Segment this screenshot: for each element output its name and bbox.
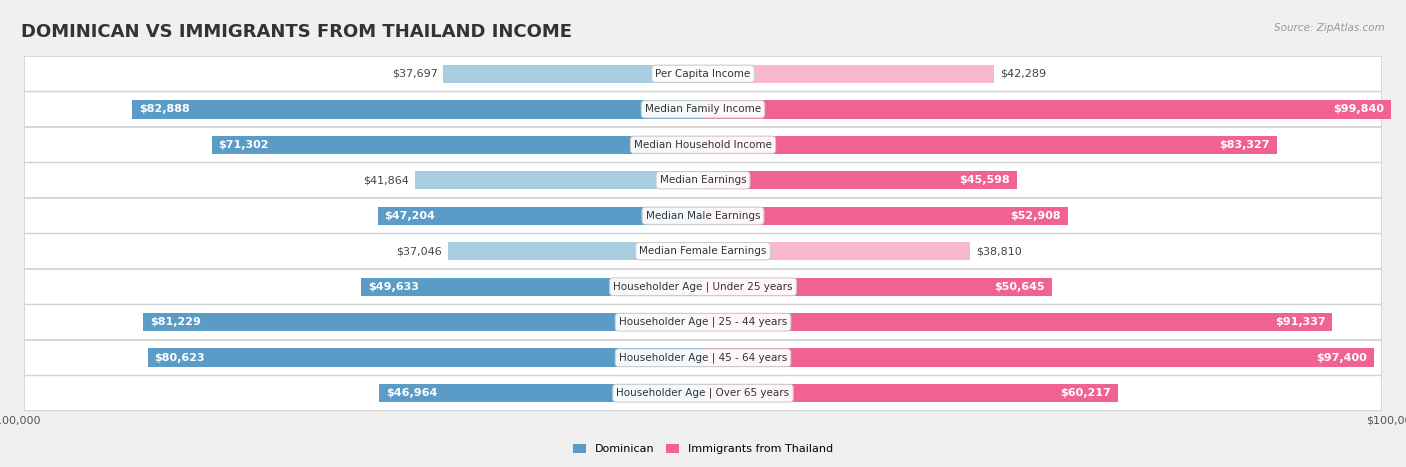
Text: $47,204: $47,204 — [385, 211, 436, 221]
Text: Median Female Earnings: Median Female Earnings — [640, 246, 766, 256]
Text: $71,302: $71,302 — [219, 140, 269, 150]
Bar — [703, 277, 1052, 296]
Text: $80,623: $80,623 — [155, 353, 205, 363]
Text: Householder Age | Over 65 years: Householder Age | Over 65 years — [616, 388, 790, 398]
Bar — [380, 384, 703, 403]
Text: Householder Age | 45 - 64 years: Householder Age | 45 - 64 years — [619, 353, 787, 363]
FancyBboxPatch shape — [24, 305, 1382, 340]
Text: Householder Age | 25 - 44 years: Householder Age | 25 - 44 years — [619, 317, 787, 327]
FancyBboxPatch shape — [24, 57, 1382, 91]
FancyBboxPatch shape — [24, 269, 1382, 304]
Text: $60,217: $60,217 — [1060, 388, 1111, 398]
Bar — [703, 348, 1374, 367]
Text: $42,289: $42,289 — [1000, 69, 1046, 79]
Bar — [703, 135, 1277, 154]
Text: $37,046: $37,046 — [396, 246, 443, 256]
Bar — [443, 64, 703, 83]
Text: Householder Age | Under 25 years: Householder Age | Under 25 years — [613, 282, 793, 292]
FancyBboxPatch shape — [24, 376, 1382, 411]
Bar — [703, 64, 994, 83]
Text: $38,810: $38,810 — [976, 246, 1022, 256]
Text: DOMINICAN VS IMMIGRANTS FROM THAILAND INCOME: DOMINICAN VS IMMIGRANTS FROM THAILAND IN… — [21, 23, 572, 42]
Text: Median Male Earnings: Median Male Earnings — [645, 211, 761, 221]
Bar — [703, 171, 1017, 190]
Text: $45,598: $45,598 — [959, 175, 1011, 185]
Bar — [361, 277, 703, 296]
FancyBboxPatch shape — [24, 376, 1382, 410]
FancyBboxPatch shape — [24, 270, 1382, 305]
FancyBboxPatch shape — [24, 92, 1382, 127]
Bar — [703, 206, 1067, 225]
Bar — [447, 242, 703, 261]
Bar — [148, 348, 703, 367]
Text: $49,633: $49,633 — [368, 282, 419, 292]
Bar — [703, 384, 1118, 403]
Text: Per Capita Income: Per Capita Income — [655, 69, 751, 79]
FancyBboxPatch shape — [24, 163, 1382, 198]
Text: $82,888: $82,888 — [139, 104, 190, 114]
FancyBboxPatch shape — [24, 127, 1382, 162]
Text: $37,697: $37,697 — [392, 69, 437, 79]
Legend: Dominican, Immigrants from Thailand: Dominican, Immigrants from Thailand — [568, 439, 838, 459]
Text: Median Family Income: Median Family Income — [645, 104, 761, 114]
Bar — [212, 135, 703, 154]
FancyBboxPatch shape — [24, 234, 1382, 269]
FancyBboxPatch shape — [24, 198, 1382, 233]
Text: Median Earnings: Median Earnings — [659, 175, 747, 185]
FancyBboxPatch shape — [24, 57, 1382, 92]
Bar — [703, 100, 1391, 119]
Text: $41,864: $41,864 — [363, 175, 409, 185]
Text: Median Household Income: Median Household Income — [634, 140, 772, 150]
Bar — [703, 313, 1333, 332]
Bar — [143, 313, 703, 332]
Bar — [132, 100, 703, 119]
FancyBboxPatch shape — [24, 340, 1382, 375]
FancyBboxPatch shape — [24, 305, 1382, 340]
Bar — [415, 171, 703, 190]
Bar — [703, 242, 970, 261]
Text: $97,400: $97,400 — [1316, 353, 1367, 363]
FancyBboxPatch shape — [24, 163, 1382, 198]
Text: $83,327: $83,327 — [1219, 140, 1270, 150]
Text: $81,229: $81,229 — [150, 317, 201, 327]
Bar — [378, 206, 703, 225]
Text: $50,645: $50,645 — [994, 282, 1045, 292]
FancyBboxPatch shape — [24, 234, 1382, 269]
Text: $52,908: $52,908 — [1010, 211, 1060, 221]
Text: $91,337: $91,337 — [1275, 317, 1326, 327]
Text: $46,964: $46,964 — [387, 388, 437, 398]
FancyBboxPatch shape — [24, 128, 1382, 163]
FancyBboxPatch shape — [24, 92, 1382, 127]
Text: Source: ZipAtlas.com: Source: ZipAtlas.com — [1274, 23, 1385, 33]
FancyBboxPatch shape — [24, 199, 1382, 234]
Text: $99,840: $99,840 — [1333, 104, 1384, 114]
FancyBboxPatch shape — [24, 341, 1382, 376]
